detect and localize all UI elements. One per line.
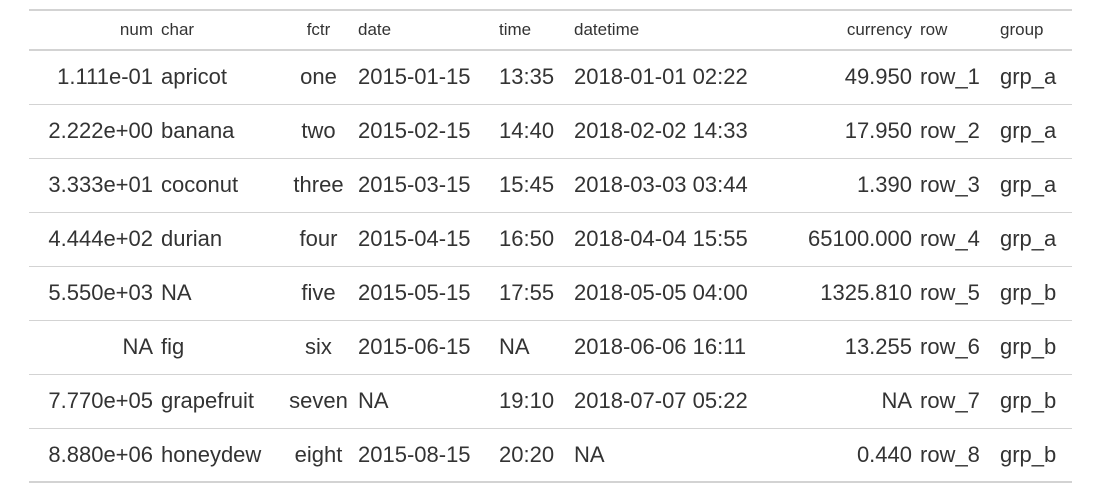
- cell-char: banana: [161, 118, 235, 143]
- table-row: 5.550e+03 NA five 2015-05-15 17:55 2018-05-05…: [29, 266, 1072, 320]
- cell-datetime: 2018-06-06 16:11: [574, 334, 747, 359]
- cell-fctr: five: [301, 280, 336, 305]
- cell-time: 15:45: [499, 172, 555, 197]
- cell-date: 2015-03-15: [358, 172, 471, 197]
- cell-date: 2015-08-15: [358, 441, 471, 467]
- cell-datetime: 2018-02-02 14:33: [574, 118, 748, 143]
- cell-char: fig: [161, 334, 185, 359]
- cell-num: 2.222e+00: [48, 118, 153, 143]
- cell-fctr: eight: [294, 441, 343, 467]
- cell-currency: 65100.000: [808, 226, 912, 251]
- cell-datetime: 2018-03-03 03:44: [574, 172, 748, 197]
- cell-row: row_8: [920, 441, 980, 467]
- cell-group: grp_b: [1000, 280, 1057, 305]
- cell-fctr: seven: [289, 388, 348, 413]
- cell-num: 5.550e+03: [48, 280, 153, 305]
- cell-num: NA: [122, 334, 153, 359]
- cell-row: row_4: [920, 226, 980, 251]
- cell-datetime: 2018-07-07 05:22: [574, 388, 748, 413]
- cell-group: grp_a: [1000, 64, 1057, 90]
- table-row: 2.222e+00 banana two 2015-02-15 14:40 2018-02…: [29, 104, 1072, 158]
- cell-datetime: NA: [574, 441, 605, 467]
- cell-currency: 13.255: [844, 334, 912, 359]
- cell-num: 4.444e+02: [48, 226, 153, 251]
- cell-currency: 0.440: [856, 441, 912, 467]
- cell-time: 13:35: [499, 64, 555, 90]
- cell-time: 14:40: [499, 118, 555, 143]
- cell-char: durian: [161, 226, 223, 251]
- cell-group: grp_a: [1000, 118, 1057, 143]
- cell-fctr: six: [305, 334, 332, 359]
- cell-currency: 1.390: [856, 172, 912, 197]
- cell-date: 2015-02-15: [358, 118, 471, 143]
- cell-date: NA: [358, 388, 389, 413]
- cell-fctr: four: [299, 226, 338, 251]
- cell-time: 17:55: [499, 280, 555, 305]
- cell-group: grp_b: [1000, 441, 1057, 467]
- cell-char: NA: [161, 280, 192, 305]
- cell-date: 2015-01-15: [358, 64, 471, 90]
- cell-row: row_3: [920, 172, 980, 197]
- table-row: 4.444e+02 durian four 2015-04-15 16:50 2018-0…: [29, 212, 1072, 266]
- table-row: 3.333e+01 coconut three 2015-03-15 15:45 2018…: [29, 158, 1072, 212]
- cell-group: grp_a: [1000, 226, 1057, 251]
- cell-date: 2015-05-15: [358, 280, 471, 305]
- cell-fctr: three: [293, 172, 344, 197]
- cell-currency: 49.950: [844, 64, 912, 90]
- column-header-currency: currency: [846, 20, 912, 39]
- column-header-date: date: [358, 20, 392, 39]
- cell-group: grp_b: [1000, 334, 1057, 359]
- cell-date: 2015-06-15: [358, 334, 471, 359]
- column-header-char: char: [161, 20, 195, 39]
- column-header-fctr: fctr: [306, 20, 331, 39]
- cell-datetime: 2018-04-04 15:55: [574, 226, 748, 251]
- cell-group: grp_b: [1000, 388, 1057, 413]
- cell-time: 19:10: [499, 388, 555, 413]
- cell-currency: NA: [881, 388, 912, 413]
- cell-currency: 1325.810: [820, 280, 912, 305]
- cell-time: 20:20: [499, 441, 555, 467]
- cell-num: 7.770e+05: [48, 388, 153, 413]
- column-header-row: row: [920, 20, 948, 39]
- cell-char: honeydew: [161, 441, 262, 467]
- cell-currency: 17.950: [844, 118, 912, 143]
- cell-row: row_6: [920, 334, 980, 359]
- cell-row: row_5: [920, 280, 980, 305]
- cell-char: coconut: [161, 172, 239, 197]
- cell-fctr: two: [301, 118, 336, 143]
- table-header-row: num char fctr date time datetime currenc…: [29, 10, 1072, 50]
- table-row: 7.770e+05 grapefruit seven NA 19:10 2018-07-0…: [29, 374, 1072, 428]
- column-header-num: num: [119, 20, 153, 39]
- column-header-datetime: datetime: [574, 20, 640, 39]
- cell-char: apricot: [161, 64, 228, 90]
- cell-time: 16:50: [499, 226, 555, 251]
- cell-row: row_1: [920, 64, 980, 90]
- table-row: 8.880e+06 honeydew eight 2015-08-15 20:20 NA 0…: [29, 428, 1072, 482]
- cell-time: NA: [499, 334, 530, 359]
- table-row: 1.111e-01 apricot one 2015-01-15 13:35 2018-0…: [29, 50, 1072, 104]
- cell-row: row_7: [920, 388, 980, 413]
- cell-row: row_2: [920, 118, 980, 143]
- column-header-time: time: [499, 20, 532, 39]
- cell-num: 1.111e-01: [57, 64, 153, 90]
- cell-date: 2015-04-15: [358, 226, 471, 251]
- data-table: num char fctr date time datetime currenc…: [29, 9, 1072, 483]
- cell-datetime: 2018-01-01 02:22: [574, 64, 748, 90]
- cell-fctr: one: [300, 64, 337, 90]
- cell-num: 3.333e+01: [48, 172, 153, 197]
- cell-group: grp_a: [1000, 172, 1057, 197]
- table-row: NA fig six 2015-06-15 NA 2018-06-06 16:11 13.2…: [29, 320, 1072, 374]
- column-header-group: group: [1000, 20, 1044, 39]
- cell-datetime: 2018-05-05 04:00: [574, 280, 748, 305]
- cell-char: grapefruit: [161, 388, 254, 413]
- table-body: 1.111e-01 apricot one 2015-01-15 13:35 2018-0…: [29, 50, 1072, 482]
- data-table-container: num char fctr date time datetime currenc…: [29, 9, 1072, 483]
- cell-num: 8.880e+06: [48, 441, 153, 467]
